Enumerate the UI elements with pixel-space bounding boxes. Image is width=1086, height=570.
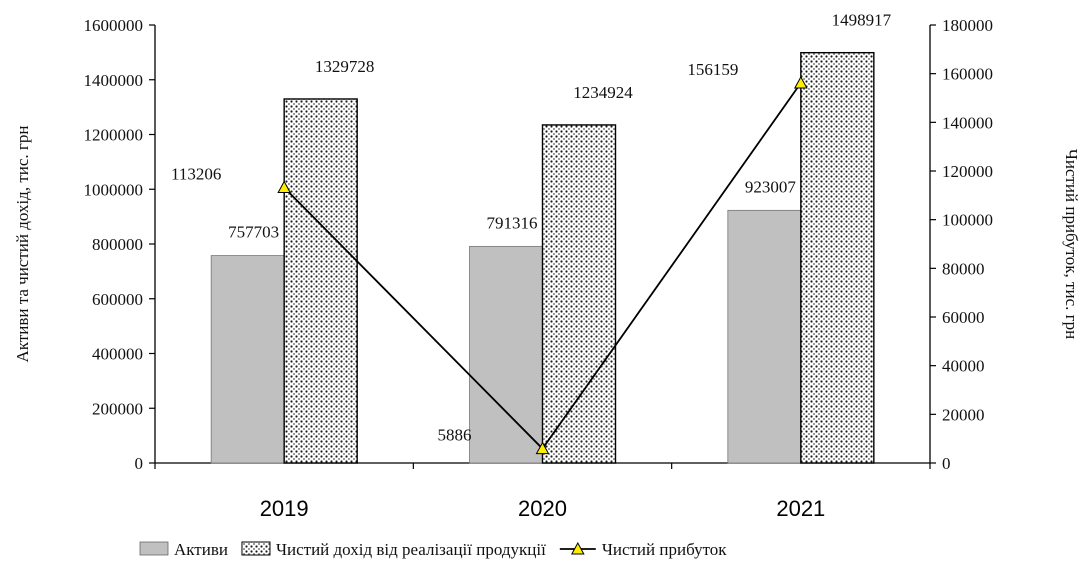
y-right-tick-label: 40000 <box>942 357 985 376</box>
y-right-tick-label: 20000 <box>942 405 985 424</box>
bar-chystyi-dokhid <box>800 51 875 464</box>
bar-value-label: 757703 <box>228 223 279 242</box>
axes: 0200000400000600000800000100000012000001… <box>13 16 1081 521</box>
bar-aktyvy <box>727 209 802 464</box>
line-marker <box>793 75 808 89</box>
bar-aktyvy <box>210 255 285 464</box>
y-left-tick-label: 0 <box>135 454 144 473</box>
y-right-tick-label: 100000 <box>942 211 993 230</box>
legend-label-aktyvy: Активи <box>174 540 228 559</box>
y-right-tick-label: 120000 <box>942 162 993 181</box>
y-left-tick-label: 1200000 <box>84 126 144 145</box>
bar-chystyi-dokhid <box>541 124 617 464</box>
x-tick-label: 2019 <box>260 496 309 521</box>
y-left-axis-label: Активи та чистий дохід, тис. грн <box>13 126 32 363</box>
bars <box>210 51 875 464</box>
legend-swatch-chystyi-dokhid <box>241 541 271 556</box>
line-series <box>277 75 808 455</box>
y-left-tick-label: 1400000 <box>84 71 144 90</box>
line-value-label: 5886 <box>438 426 472 445</box>
y-left-tick-label: 600000 <box>92 290 143 309</box>
bar-chystyi-dokhid <box>283 98 358 464</box>
bar-aktyvy <box>469 245 543 464</box>
y-right-tick-label: 180000 <box>942 16 993 35</box>
data-labels: 757703 1329728 791316 1234924 923007 1498917 1… <box>171 11 892 445</box>
bar-value-label: 1498917 <box>832 11 892 30</box>
y-right-axis-label: Чистий прибуток, тис. грн <box>1062 149 1081 339</box>
legend: Активи Чистий дохід від реалізації продук… <box>139 540 727 559</box>
y-right-tick-label: 60000 <box>942 308 985 327</box>
line-marker <box>277 180 292 194</box>
line-value-label: 156159 <box>687 60 738 79</box>
y-right-tick-label: 160000 <box>942 65 993 84</box>
legend-label-chystyi-dokhid: Чистий дохід від реалізації продукції <box>276 540 546 559</box>
y-left-tick-label: 200000 <box>92 399 143 418</box>
bar-value-label: 1329728 <box>315 57 375 76</box>
line-marker <box>535 441 550 455</box>
y-left-tick-label: 800000 <box>92 235 143 254</box>
y-left-tick-label: 400000 <box>92 345 143 364</box>
y-left-tick-label: 1000000 <box>84 180 144 199</box>
bar-value-label: 791316 <box>487 213 538 232</box>
bar-value-label: 1234924 <box>573 83 633 102</box>
y-right-tick-label: 0 <box>942 454 951 473</box>
bar-value-label: 923007 <box>745 177 797 196</box>
y-right-tick-label: 140000 <box>942 113 993 132</box>
legend-swatch-aktyvy <box>139 541 169 556</box>
x-tick-label: 2021 <box>776 496 825 521</box>
line-value-label: 113206 <box>171 165 221 184</box>
legend-label-chystyi-prybutok: Чистий прибуток <box>602 540 727 559</box>
legend-triangle-icon <box>570 541 585 555</box>
y-right-tick-label: 80000 <box>942 259 985 278</box>
y-left-tick-label: 1600000 <box>84 16 144 35</box>
x-tick-label: 2020 <box>518 496 567 521</box>
